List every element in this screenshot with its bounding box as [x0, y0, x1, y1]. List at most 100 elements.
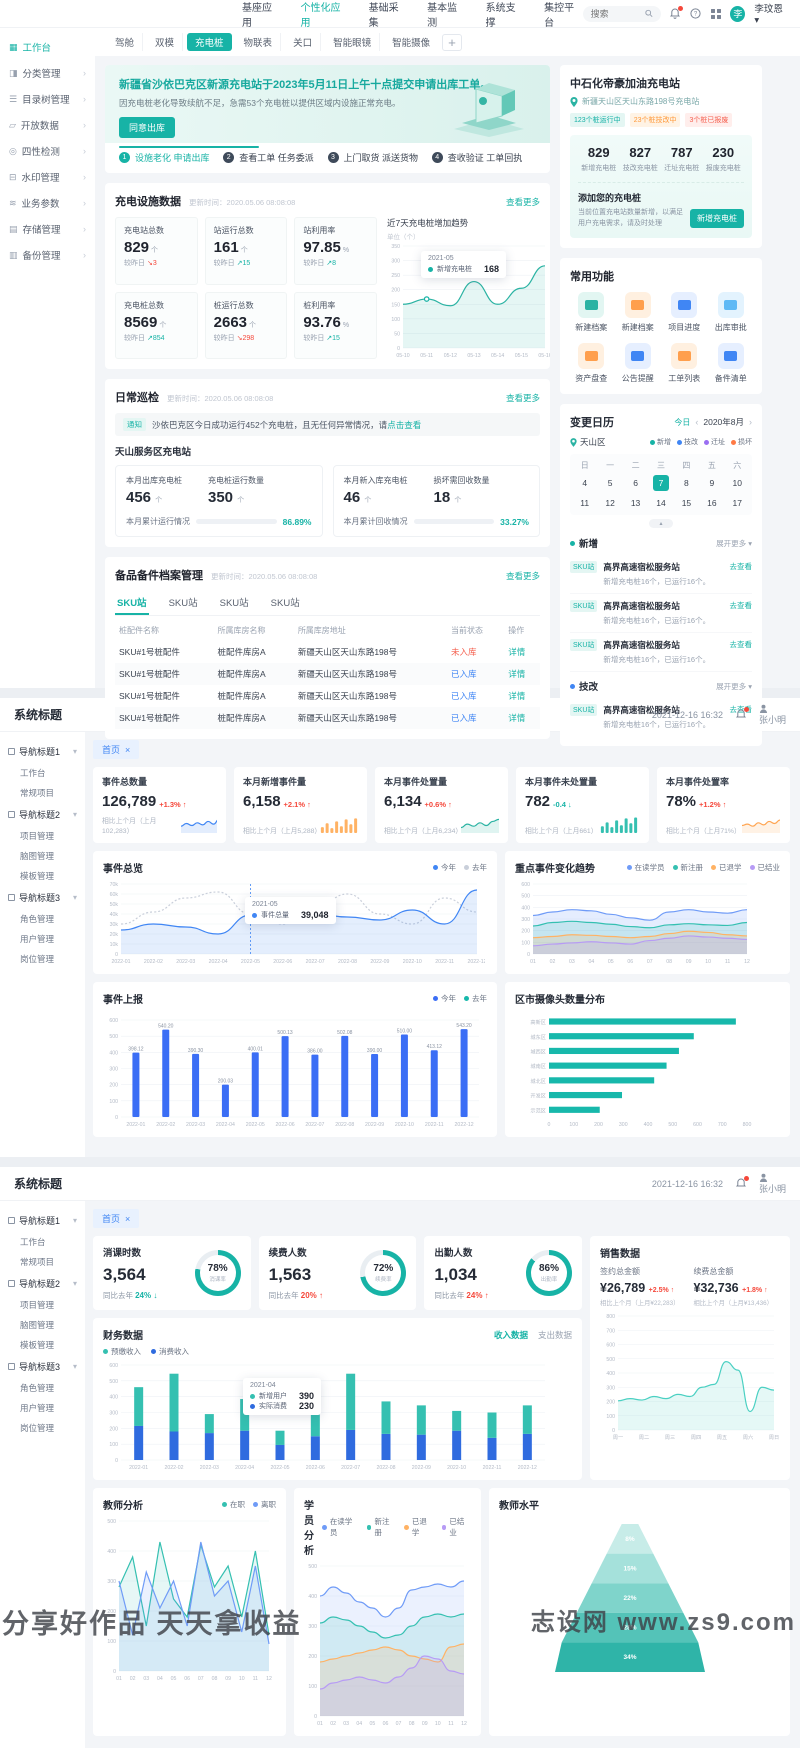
calendar-day[interactable]: 5 [607, 478, 613, 488]
nav-item-regular[interactable]: 常规项目 [20, 1257, 55, 1267]
legend-registered[interactable]: 新注册 [672, 862, 703, 873]
quick-new-archive-2[interactable]: 新建档案 [617, 292, 660, 333]
user-menu[interactable]: 李玟恩 ▾ [754, 4, 783, 26]
nav-item-regular[interactable]: 常规项目 [20, 788, 55, 798]
nav-item-user[interactable]: 用户管理 [20, 934, 55, 944]
calendar-day[interactable]: 11 [580, 498, 590, 508]
legend-graduated[interactable]: 已结业 [749, 862, 780, 873]
sidebar-item-open-data[interactable]: ▱ 开放数据 › [9, 119, 86, 133]
tab[interactable]: 关口 [285, 33, 322, 51]
quick-spare-list[interactable]: 备件清单 [710, 343, 753, 384]
nav-item-template[interactable]: 模板管理 [20, 1340, 55, 1350]
sidebar-item-watermark[interactable]: ⊟ 水印管理 › [9, 171, 86, 185]
calendar-day[interactable]: 14 [656, 498, 666, 508]
prev-month-icon[interactable]: ‹ [695, 417, 699, 427]
search-input[interactable] [590, 8, 641, 19]
goto-link[interactable]: 去查看 [729, 601, 753, 610]
tab[interactable]: 双模 [147, 33, 184, 51]
bell-icon[interactable] [735, 706, 749, 721]
quick-announcement[interactable]: 公告提醒 [617, 343, 660, 384]
legend-registered[interactable]: 新注册 [366, 1516, 396, 1538]
goto-link[interactable]: 去查看 [729, 562, 753, 571]
expand-more-link[interactable]: 展开更多 ▾ [716, 538, 752, 548]
add-pile-button[interactable]: 新增充电桩 [690, 209, 744, 228]
goto-link[interactable]: 去查看 [729, 640, 753, 649]
close-icon[interactable]: × [125, 1213, 131, 1224]
nav-item-post[interactable]: 岗位管理 [20, 954, 55, 964]
nav-group-3[interactable]: 导航标题3 ▾ [0, 886, 85, 909]
legend-prepaid[interactable]: 预缴收入 [103, 1346, 141, 1357]
today-button[interactable]: 今日 [674, 417, 691, 427]
legend-this-year[interactable]: 今年 [433, 993, 456, 1004]
nav-item-workbench[interactable]: 工作台 [20, 1237, 46, 1247]
nav-group-1[interactable]: 导航标题1 ▾ [0, 1209, 85, 1232]
help-icon[interactable]: ? [690, 8, 701, 20]
user-menu[interactable]: 张小明 [759, 704, 786, 726]
view-more-link[interactable]: 查看更多 [505, 393, 540, 403]
tab-home[interactable]: 首页 × [93, 1209, 140, 1228]
avatar[interactable]: 李 [730, 5, 746, 22]
calendar-day[interactable]: 4 [582, 478, 588, 488]
expand-more-link[interactable]: 展开更多 ▾ [716, 681, 752, 691]
apps-icon[interactable] [710, 8, 721, 20]
sidebar-item-params[interactable]: ≋ 业务参数 › [9, 197, 86, 211]
menu-item[interactable]: 基本监测 [427, 2, 458, 29]
search-box[interactable] [582, 5, 661, 22]
legend-employed[interactable]: 在职 [222, 1499, 245, 1510]
sku-tab[interactable]: SKU站 [219, 598, 249, 609]
bell-icon[interactable] [670, 5, 683, 20]
approve-outbound-button[interactable]: 同意出库 [119, 117, 176, 138]
legend-enrolled[interactable]: 在读学员 [626, 862, 665, 873]
detail-link[interactable]: 详情 [508, 691, 526, 701]
menu-item[interactable]: 基座应用 [242, 2, 272, 29]
calendar-collapse-button[interactable]: ▴ [649, 519, 673, 528]
sidebar-item-workbench[interactable]: ▦ 工作台 [9, 41, 52, 55]
menu-item-active[interactable]: 个性化应用 [300, 2, 341, 29]
legend-consumed[interactable]: 消费收入 [151, 1346, 189, 1357]
nav-item-role[interactable]: 角色管理 [20, 914, 55, 924]
quick-outbound-approval[interactable]: 出库审批 [710, 292, 753, 333]
view-more-link[interactable]: 查看更多 [505, 571, 540, 581]
tab-home[interactable]: 首页 × [93, 740, 140, 759]
quick-asset-check[interactable]: 资产盘查 [570, 343, 613, 384]
nav-item-mindmap[interactable]: 脑图管理 [20, 851, 55, 861]
legend-last-year[interactable]: 去年 [464, 993, 487, 1004]
income-tab[interactable]: 收入数据 [493, 1329, 528, 1340]
add-tab-button[interactable]: + [442, 33, 462, 51]
calendar-day[interactable]: 6 [633, 478, 638, 488]
detail-link[interactable]: 详情 [508, 647, 526, 657]
legend-last-year[interactable]: 去年 [464, 862, 487, 873]
tab[interactable]: 智能摄像 [392, 38, 431, 49]
nav-group-1[interactable]: 导航标题1 ▾ [0, 740, 85, 763]
menu-item[interactable]: 集控平台 [544, 2, 575, 29]
tab[interactable]: 物联表 [236, 33, 282, 51]
nav-group-3[interactable]: 导航标题3 ▾ [0, 1355, 85, 1378]
bell-icon[interactable] [735, 1175, 749, 1190]
nav-group-2[interactable]: 导航标题2 ▾ [0, 1272, 85, 1295]
nav-item-mindmap[interactable]: 脑图管理 [20, 1320, 55, 1330]
nav-item-post[interactable]: 岗位管理 [20, 1423, 55, 1433]
calendar-day[interactable]: 8 [684, 478, 689, 488]
tab-active-charging[interactable]: 充电桩 [187, 33, 232, 51]
nav-group-2[interactable]: 导航标题2 ▾ [0, 803, 85, 826]
calendar-day[interactable]: 10 [732, 478, 743, 488]
user-menu[interactable]: 张小明 [759, 1173, 786, 1195]
menu-item[interactable]: 基础采集 [368, 2, 399, 29]
legend-enrolled[interactable]: 在读学员 [322, 1516, 359, 1538]
view-more-link[interactable]: 查看更多 [505, 197, 540, 207]
legend-this-year[interactable]: 今年 [433, 862, 456, 873]
notice-link[interactable]: 点击查看 [387, 419, 422, 430]
tab[interactable]: 智能眼镜 [325, 33, 381, 51]
detail-link[interactable]: 详情 [504, 707, 540, 729]
sidebar-item-category[interactable]: ◨ 分类管理 › [9, 67, 86, 81]
close-icon[interactable]: × [125, 744, 131, 755]
sidebar-item-storage[interactable]: ▤ 存储管理 › [9, 223, 86, 237]
nav-item-user[interactable]: 用户管理 [20, 1403, 55, 1413]
calendar-day[interactable]: 13 [630, 498, 641, 508]
nav-item-project[interactable]: 项目管理 [20, 1300, 55, 1310]
expense-tab[interactable]: 支出数据 [537, 1329, 572, 1340]
legend-withdrawn[interactable]: 已退学 [711, 862, 742, 873]
sidebar-item-check[interactable]: ◎ 四性检测 › [9, 145, 86, 159]
quick-workorder-list[interactable]: 工单列表 [663, 343, 706, 384]
goto-link[interactable]: 去查看 [729, 705, 753, 714]
